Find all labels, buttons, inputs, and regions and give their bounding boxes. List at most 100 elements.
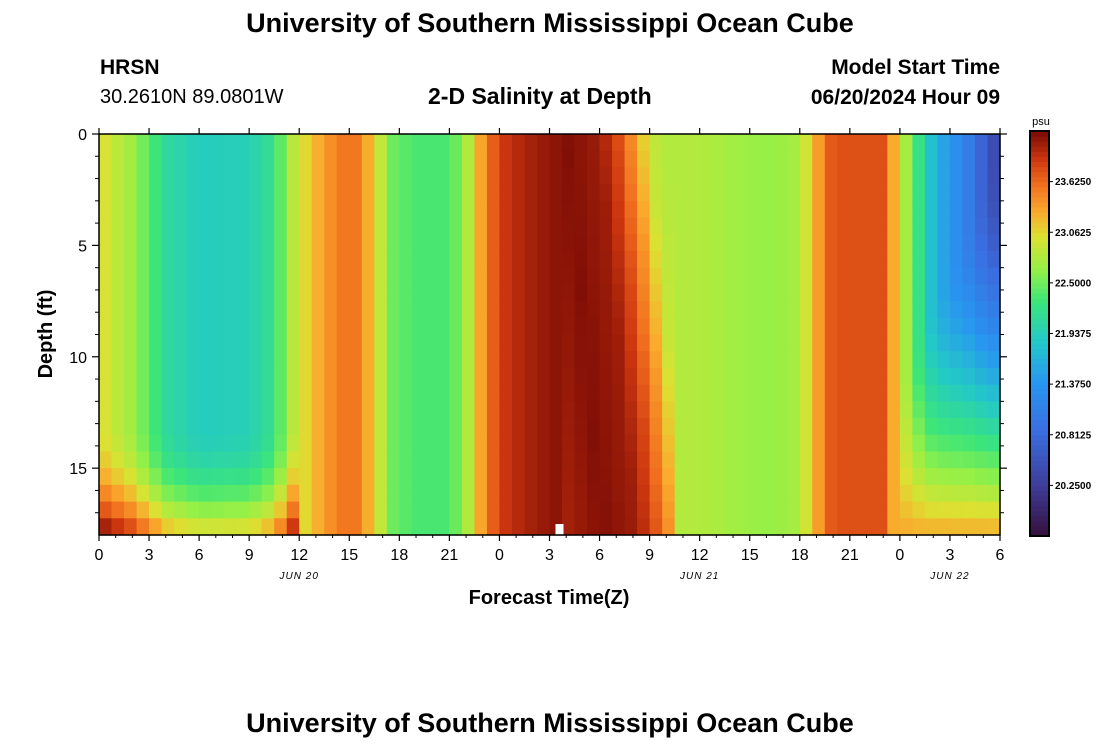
heatmap-cell [574, 484, 588, 503]
heatmap-cell [799, 217, 813, 235]
heatmap-cell [349, 301, 363, 319]
heatmap-cell [899, 184, 913, 202]
heatmap-cell [486, 184, 501, 202]
heatmap-cell [524, 334, 538, 352]
heatmap-cell [161, 217, 175, 235]
heatmap-cell [887, 134, 901, 152]
heatmap-cell [249, 301, 263, 319]
heatmap-cell [599, 468, 613, 486]
heatmap-cell [261, 401, 275, 419]
heatmap-cell [524, 250, 538, 269]
heatmap-cell [849, 167, 863, 185]
heatmap-cell [587, 184, 601, 202]
heatmap-cell [499, 367, 513, 386]
heatmap-cell [737, 284, 751, 302]
heatmap-cell [937, 317, 951, 336]
heatmap-cell [511, 334, 526, 352]
heatmap-cell [762, 384, 776, 402]
heatmap-cell [474, 434, 488, 453]
heatmap-cell [549, 384, 563, 402]
heatmap-cell [624, 217, 638, 235]
heatmap-cell [862, 217, 876, 235]
heatmap-cell [962, 418, 976, 436]
heatmap-cell [461, 434, 476, 453]
heatmap-cell [411, 284, 425, 302]
date-label: JUN 21 [679, 571, 719, 582]
heatmap-cell [899, 401, 913, 419]
heatmap-cell [286, 334, 300, 352]
heatmap-cell [724, 267, 738, 285]
heatmap-cell [624, 418, 638, 436]
heatmap-cell [862, 317, 876, 336]
heatmap-cell [336, 167, 350, 185]
heatmap-cell [149, 267, 163, 285]
heatmap-cell [824, 250, 838, 269]
x-tick-label: 21 [440, 547, 458, 564]
heatmap-cell [349, 501, 363, 519]
heatmap-cell [737, 267, 751, 285]
heatmap-cell [912, 150, 926, 169]
heatmap-cell [274, 167, 288, 185]
heatmap-cell [587, 351, 601, 369]
heatmap-cell [374, 200, 388, 219]
heatmap-cell [712, 301, 726, 319]
heatmap-cell [624, 434, 638, 453]
heatmap-cell [161, 250, 175, 269]
heatmap-cell [724, 250, 738, 269]
heatmap-cell [99, 434, 113, 453]
heatmap-cell [324, 217, 338, 235]
heatmap-cells [99, 134, 1001, 536]
heatmap-cell [624, 167, 638, 185]
heatmap-cell [486, 167, 501, 185]
heatmap-cell [974, 518, 989, 536]
colorbar-swatch [1030, 384, 1049, 390]
heatmap-cell [511, 267, 526, 285]
heatmap-cell [662, 384, 676, 402]
heatmap-cell [874, 200, 888, 219]
heatmap-cell [587, 518, 601, 536]
heatmap-cell [136, 267, 150, 285]
heatmap-cell [924, 301, 939, 319]
heatmap-cell [236, 234, 250, 252]
colorbar-swatch [1030, 232, 1049, 238]
heatmap-cell [324, 418, 338, 436]
heatmap-cell [149, 401, 163, 419]
heatmap-cell [987, 451, 1001, 469]
heatmap-cell [699, 317, 713, 336]
heatmap-cell [887, 484, 901, 503]
heatmap-cell [436, 200, 450, 219]
heatmap-cell [737, 418, 751, 436]
heatmap-cell [824, 150, 838, 169]
heatmap-cell [762, 434, 776, 453]
heatmap-cell [787, 167, 801, 185]
heatmap-cell [937, 134, 951, 152]
heatmap-cell [612, 234, 626, 252]
heatmap-cell [949, 501, 964, 519]
heatmap-cell [949, 317, 964, 336]
heatmap-cell [924, 518, 939, 536]
heatmap-cell [324, 150, 338, 169]
heatmap-cell [449, 234, 463, 252]
heatmap-cell [274, 518, 288, 536]
heatmap-cell [361, 200, 375, 219]
heatmap-cell [461, 150, 476, 169]
heatmap-cell [712, 518, 726, 536]
heatmap-cell [249, 434, 263, 453]
heatmap-cell [286, 518, 300, 536]
heatmap-cell [562, 451, 576, 469]
heatmap-cell [174, 317, 188, 336]
heatmap-cell [386, 217, 400, 235]
colorbar-swatch [1030, 460, 1049, 466]
heatmap-cell [862, 401, 876, 419]
colorbar-swatch [1030, 520, 1049, 527]
heatmap-cell [874, 317, 888, 336]
heatmap-cell [812, 418, 826, 436]
heatmap-cell [924, 334, 939, 352]
heatmap-cell [562, 384, 576, 402]
heatmap-cell [612, 451, 626, 469]
heatmap-cell [299, 468, 313, 486]
heatmap-cell [687, 217, 701, 235]
heatmap-cell [624, 351, 638, 369]
heatmap-cell [449, 518, 463, 536]
heatmap-cell [324, 367, 338, 386]
